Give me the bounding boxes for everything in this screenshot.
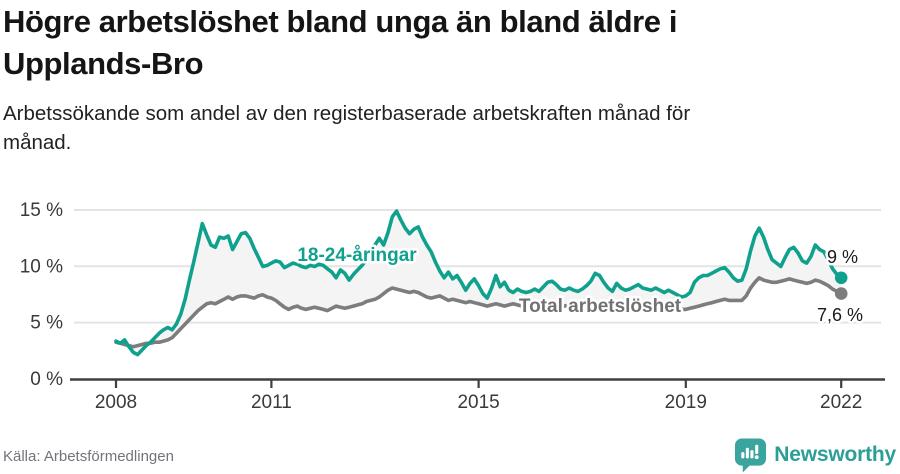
y-axis-label-10: 10 % xyxy=(20,256,63,277)
x-axis-label-2008: 2008 xyxy=(95,392,137,413)
y-axis-label-5: 5 % xyxy=(30,313,63,334)
chart-subtitle: Arbetssökande som andel av den registerb… xyxy=(3,99,893,157)
page-title-line1: Högre arbetslöshet bland unga än bland ä… xyxy=(3,4,678,39)
chart-subtitle-line2: månad. xyxy=(3,131,72,154)
x-axis-label-2011: 2011 xyxy=(251,392,292,413)
series-label-total: Total arbetslöshet xyxy=(519,296,682,317)
chart-subtitle-line1: Arbetssökande som andel av den registerb… xyxy=(3,102,691,125)
end-value-label-youth: 9 % xyxy=(827,247,858,267)
x-axis-label-2015: 2015 xyxy=(457,392,499,413)
page-title: Högre arbetslöshet bland unga än bland ä… xyxy=(3,1,893,85)
newsworthy-logo-icon xyxy=(735,438,767,473)
x-axis-label-2022: 2022 xyxy=(820,392,862,413)
newsworthy-logo-text: Newsworthy xyxy=(774,443,896,466)
page-title-line2: Upplands-Bro xyxy=(3,46,204,81)
y-axis-label-0: 0 % xyxy=(30,369,63,390)
series-label-youth: 18-24-åringar xyxy=(297,245,417,266)
x-axis-label-2019: 2019 xyxy=(665,392,707,413)
series-line-0 xyxy=(114,209,844,357)
source-note: Källa: Arbetsförmedlingen xyxy=(3,448,174,465)
series-line-1 xyxy=(114,275,844,349)
newsworthy-logo: Newsworthy xyxy=(734,437,896,473)
end-value-label-total: 7,6 % xyxy=(817,305,863,325)
y-axis-label-15: 15 % xyxy=(20,200,63,221)
series-end-dot-1 xyxy=(834,287,848,300)
series-end-dot-0 xyxy=(834,271,848,285)
